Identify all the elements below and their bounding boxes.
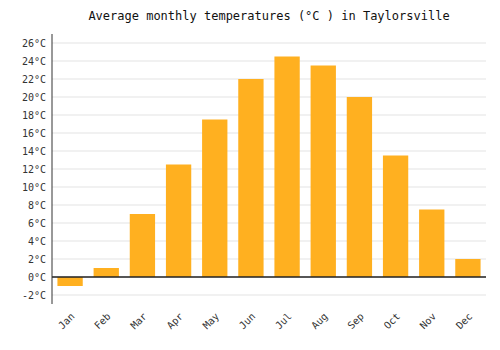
y-tick-label: -2°C xyxy=(22,290,46,301)
x-tick-label: Apr xyxy=(165,311,186,332)
x-tick-label: Jun xyxy=(237,311,258,332)
grid-line xyxy=(52,97,486,98)
y-tick-label: 0°C xyxy=(28,272,46,283)
y-tick-label: 12°C xyxy=(22,164,46,175)
y-tick-label: 20°C xyxy=(22,92,46,103)
grid-line xyxy=(52,295,486,296)
grid-line xyxy=(52,115,486,116)
grid-line xyxy=(52,169,486,170)
y-tick-label: 16°C xyxy=(22,128,46,139)
x-tick-label: Nov xyxy=(418,311,439,332)
bar xyxy=(202,120,227,278)
x-tick-label: Jan xyxy=(56,311,77,332)
x-tick-label: Dec xyxy=(454,311,475,332)
y-axis: 26°C 24°C 22°C 20°C 18°C 16°C 14°C 12°C 10°C 8°C 6… xyxy=(22,38,46,301)
grid-line xyxy=(52,205,486,206)
bar xyxy=(166,165,191,278)
x-axis: Jan Feb Mar Apr May Jun Jul Aug Sep Oct Nov Dec xyxy=(56,311,474,332)
y-tick-label: 18°C xyxy=(22,110,46,121)
y-tick-label: 26°C xyxy=(22,38,46,49)
bars xyxy=(57,57,480,287)
bar xyxy=(455,259,480,277)
x-tick-label: Jul xyxy=(273,311,294,332)
bar xyxy=(311,66,336,278)
title: Average monthly temperatures (°C ) in Ta… xyxy=(88,9,449,23)
x-tick-label: Oct xyxy=(382,311,403,332)
bar xyxy=(94,268,119,277)
bar xyxy=(57,277,82,286)
y-tick-label: 14°C xyxy=(22,146,46,157)
y-tick-label: 2°C xyxy=(28,254,46,265)
bar xyxy=(238,79,263,277)
grid-line xyxy=(52,277,486,278)
grid-line xyxy=(52,61,486,62)
y-tick-label: 4°C xyxy=(28,236,46,247)
x-tick-label: Sep xyxy=(345,311,366,332)
y-tick-label: 8°C xyxy=(28,200,46,211)
zero-line xyxy=(52,276,486,278)
y-axis-line xyxy=(52,34,53,304)
y-tick-label: 24°C xyxy=(22,56,46,67)
grid-line xyxy=(52,187,486,188)
chart: 26°C 24°C 22°C 20°C 18°C 16°C 14°C 12°C 10°C 8°C 6… xyxy=(0,0,500,350)
y-tick-label: 6°C xyxy=(28,218,46,229)
grid-line xyxy=(52,151,486,152)
x-tick-label: May xyxy=(201,311,222,332)
bar xyxy=(274,57,299,278)
grid-line xyxy=(52,43,486,44)
grid-line xyxy=(52,79,486,80)
grid-line xyxy=(52,133,486,134)
bar xyxy=(383,156,408,278)
x-tick-label: Aug xyxy=(309,311,330,332)
bar xyxy=(130,214,155,277)
bar xyxy=(419,210,444,278)
y-tick-label: 10°C xyxy=(22,182,46,193)
bar xyxy=(347,97,372,277)
x-tick-label: Mar xyxy=(128,311,149,332)
x-tick-label: Feb xyxy=(92,311,113,332)
y-tick-label: 22°C xyxy=(22,74,46,85)
grid xyxy=(52,43,486,295)
